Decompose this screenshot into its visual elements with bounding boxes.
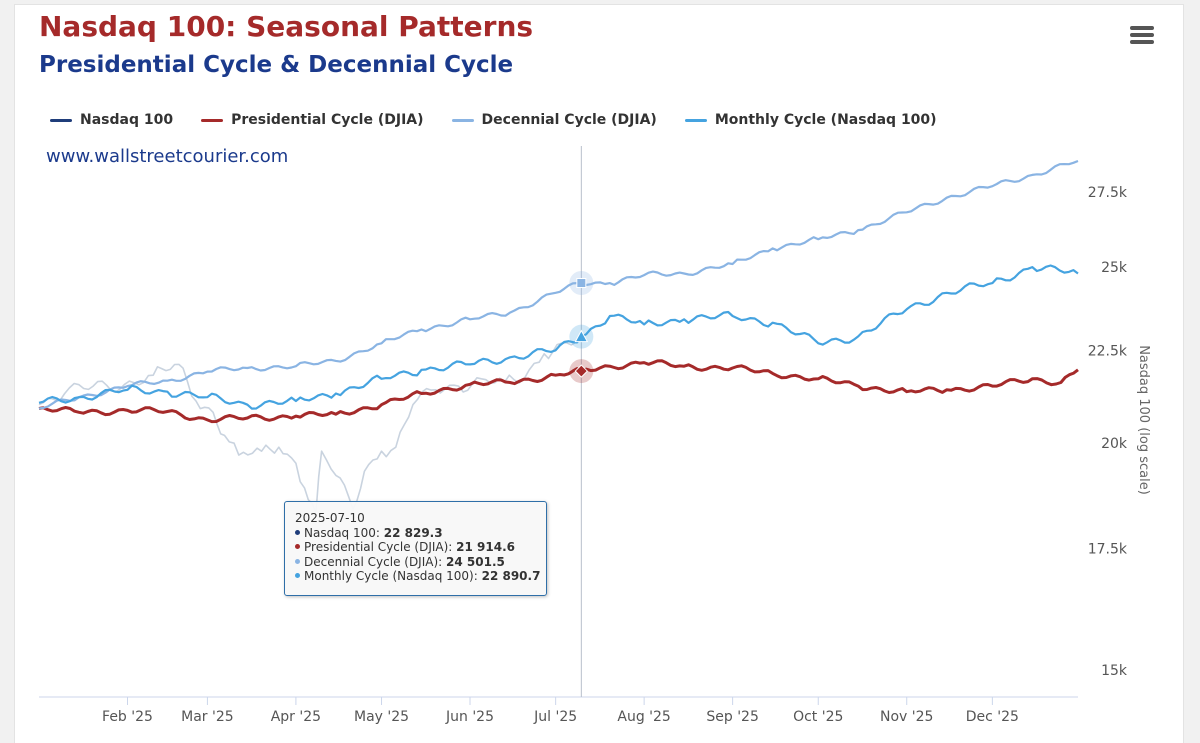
hover-marker-square xyxy=(576,278,587,289)
tooltip-row-presidential-cycle: Presidential Cycle (DJIA): 21 914.6 xyxy=(295,540,536,555)
series-line-decennial-cycle-djia xyxy=(38,159,1079,410)
y-axis-tick-label: 17.5k xyxy=(1088,542,1128,558)
y-axis-label: Nasdaq 100 (log scale) xyxy=(1136,345,1151,495)
legend-label: Monthly Cycle (Nasdaq 100) xyxy=(714,112,937,128)
legend-swatch-monthly-cycle xyxy=(684,118,707,122)
tooltip-dot xyxy=(295,544,300,549)
hamburger-menu-icon[interactable] xyxy=(1126,22,1156,48)
chart-subtitle: Presidential Cycle & Decennial Cycle xyxy=(39,52,514,78)
x-axis-tick-label: Aug '25 xyxy=(617,709,670,725)
tooltip-row-decennial-cycle: Decennial Cycle (DJIA): 24 501.5 xyxy=(295,555,536,570)
y-axis-tick-label: 27.5k xyxy=(1088,185,1128,201)
x-axis-tick-label: Mar '25 xyxy=(181,709,234,725)
legend-item-nasdaq-100[interactable]: Nasdaq 100 xyxy=(50,112,173,128)
tooltip-date: 2025-07-10 xyxy=(295,511,365,525)
x-axis-tick-label: Jun '25 xyxy=(445,709,494,725)
x-axis-tick-label: Sep '25 xyxy=(706,709,759,725)
legend-swatch-decennial-cycle xyxy=(451,118,474,122)
tooltip-value: 22 890.7 xyxy=(481,569,541,583)
series-line-presidential-cycle-djia xyxy=(38,359,1079,424)
tooltip-row-monthly-cycle: Monthly Cycle (Nasdaq 100): 22 890.7 xyxy=(295,569,540,584)
tooltip-value: 21 914.6 xyxy=(456,540,516,554)
tooltip-value: 22 829.3 xyxy=(383,525,443,540)
x-axis-tick-label: Apr '25 xyxy=(271,709,321,725)
hover-marker-diamond xyxy=(574,364,589,378)
y-axis-tick-label: 15k xyxy=(1101,663,1128,679)
hover-marker-triangle xyxy=(574,329,589,343)
legend-label: Decennial Cycle (DJIA) xyxy=(481,112,657,128)
legend: Nasdaq 100 Presidential Cycle (DJIA) Dec… xyxy=(50,112,937,128)
tooltip-value: 24 501.5 xyxy=(446,554,505,569)
tooltip-label: Decennial Cycle (DJIA): xyxy=(304,554,447,569)
tooltip-row-nasdaq-100: Nasdaq 100: 22 829.3 xyxy=(295,526,536,541)
tooltip-dot xyxy=(295,529,300,535)
series-line-nasdaq-100 xyxy=(38,338,582,515)
tooltip-label: Presidential Cycle (DJIA): xyxy=(304,540,457,554)
legend-label: Presidential Cycle (DJIA) xyxy=(231,112,424,128)
x-axis-tick-label: Jul '25 xyxy=(533,709,577,725)
chart-panel xyxy=(14,4,1184,743)
chart-title: Nasdaq 100: Seasonal Patterns xyxy=(39,10,534,43)
y-axis-tick-label: 20k xyxy=(1101,436,1128,452)
tooltip-label: Nasdaq 100: xyxy=(304,525,384,540)
tooltip-dot xyxy=(295,558,300,564)
source-credit: www.wallstreetcourier.com xyxy=(46,146,289,167)
tooltip-label: Monthly Cycle (Nasdaq 100): xyxy=(304,569,482,583)
x-axis-tick-label: May '25 xyxy=(354,709,409,725)
legend-item-decennial-cycle[interactable]: Decennial Cycle (DJIA) xyxy=(451,112,657,128)
x-axis-tick-label: Nov '25 xyxy=(880,709,933,725)
legend-swatch-presidential-cycle xyxy=(201,118,224,122)
legend-label: Nasdaq 100 xyxy=(80,112,174,128)
legend-item-presidential-cycle[interactable]: Presidential Cycle (DJIA) xyxy=(201,112,424,128)
tooltip-dot xyxy=(295,573,300,578)
x-axis-tick-label: Oct '25 xyxy=(793,709,843,725)
chart-tooltip: 2025-07-10 Nasdaq 100: 22 829.3 Presiden… xyxy=(284,501,547,596)
y-axis-tick-label: 25k xyxy=(1101,260,1128,276)
x-axis-tick-label: Feb '25 xyxy=(102,709,153,725)
series-line-monthly-cycle-nasdaq-100 xyxy=(38,264,1079,410)
y-axis-tick-label: 22.5k xyxy=(1088,343,1128,359)
legend-item-monthly-cycle[interactable]: Monthly Cycle (Nasdaq 100) xyxy=(684,112,937,128)
legend-swatch-nasdaq-100 xyxy=(50,118,72,122)
x-axis-tick-label: Dec '25 xyxy=(966,709,1019,725)
